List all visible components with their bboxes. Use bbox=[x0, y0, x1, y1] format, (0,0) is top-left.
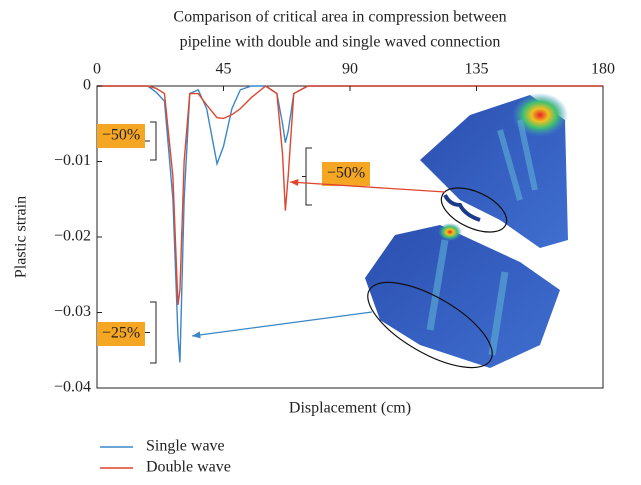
annotation-label: −50% bbox=[102, 127, 140, 144]
model-top bbox=[420, 93, 568, 248]
bracket bbox=[150, 302, 156, 363]
x-tick-label: 45 bbox=[216, 61, 232, 78]
chart: Comparison of critical area in compressi… bbox=[0, 0, 641, 485]
x-tick-label: 0 bbox=[93, 61, 101, 78]
arrow-head bbox=[290, 179, 298, 186]
arrow bbox=[192, 312, 372, 336]
y-tick-label: −0.04 bbox=[54, 379, 91, 396]
y-tick-label: −0.03 bbox=[54, 303, 91, 320]
y-axis-label: Plastic strain bbox=[13, 196, 30, 278]
model-bottom bbox=[365, 223, 560, 368]
x-tick-label: 180 bbox=[591, 61, 615, 78]
x-axis-label: Displacement (cm) bbox=[289, 400, 411, 417]
legend-label: Double wave bbox=[146, 459, 231, 476]
annotation-label: −25% bbox=[102, 325, 140, 342]
legend-label: Single wave bbox=[146, 438, 225, 455]
chart-title: pipeline with double and single waved co… bbox=[180, 34, 501, 51]
arrow-head bbox=[192, 331, 201, 338]
y-tick-label: 0 bbox=[83, 77, 91, 94]
y-tick-label: −0.01 bbox=[54, 152, 91, 169]
bracket bbox=[306, 148, 312, 205]
y-tick-label: −0.02 bbox=[54, 228, 91, 245]
annotation-label: −50% bbox=[327, 165, 365, 182]
chart-title: Comparison of critical area in compressi… bbox=[173, 9, 506, 26]
x-tick-label: 135 bbox=[465, 61, 489, 78]
bracket bbox=[150, 122, 156, 160]
x-tick-label: 90 bbox=[342, 61, 358, 78]
